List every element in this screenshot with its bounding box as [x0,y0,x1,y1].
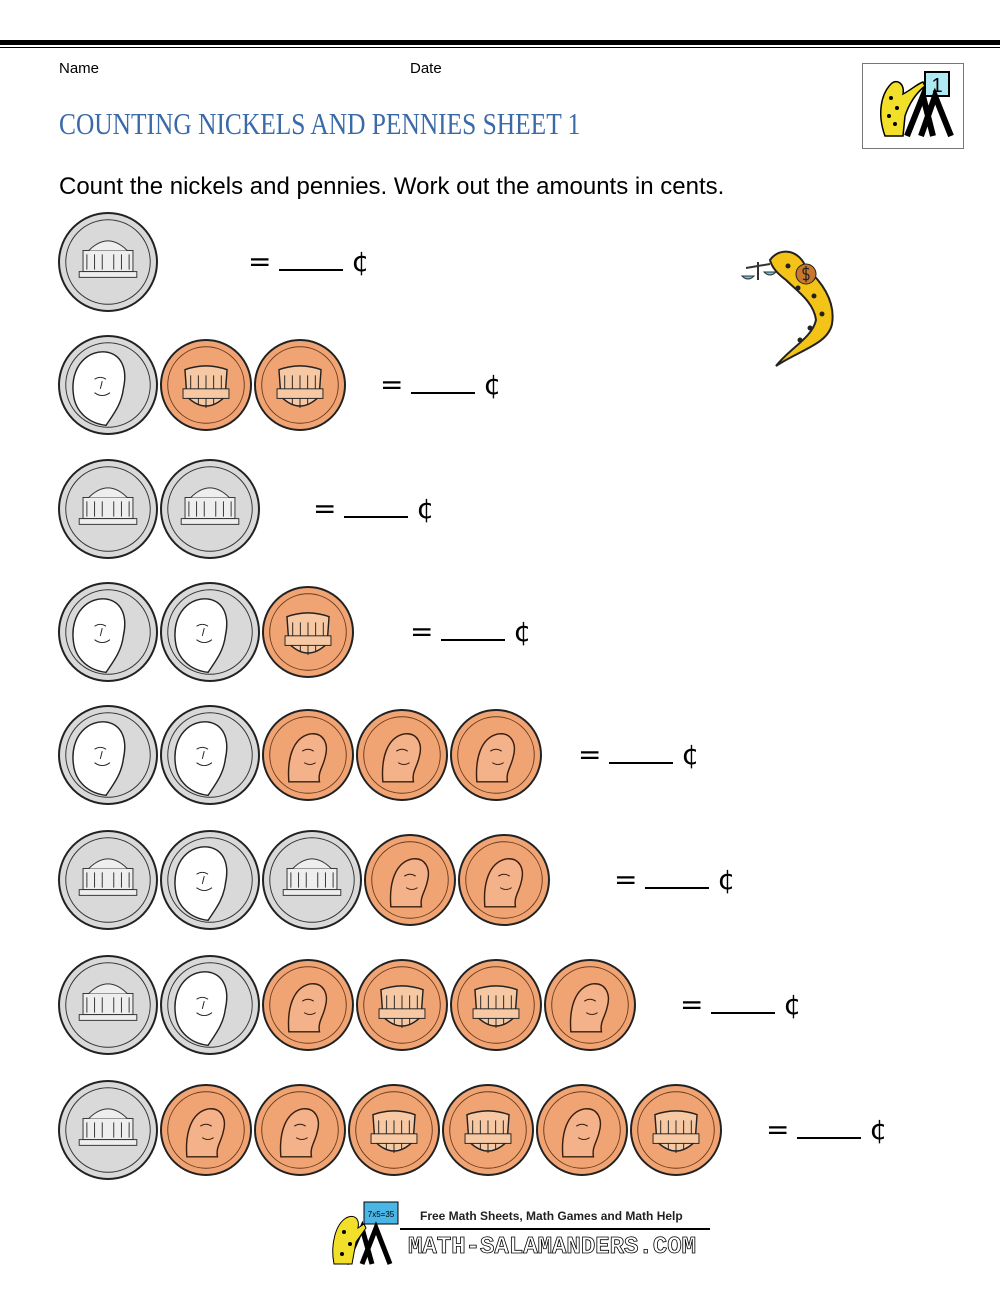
nickel-jefferson-coin [58,705,158,805]
equals-sign: = [248,245,272,278]
coin-group [58,1078,722,1182]
answer-blank[interactable] [441,617,506,641]
answer-blank[interactable] [411,370,476,394]
penny-shield-coin [160,339,252,431]
penny-shield-coin [630,1084,722,1176]
answer-field[interactable]: = ¢ [680,989,801,1021]
nickel-jefferson-coin [160,955,260,1055]
penny-lincoln-coin [536,1084,628,1176]
top-rule [0,40,1000,45]
name-label: Name [59,60,100,77]
cent-symbol: ¢ [717,863,736,896]
penny-lincoln-coin [458,834,550,926]
nickel-jefferson-coin [160,830,260,930]
nickel-monticello-coin [58,830,158,930]
penny-lincoln-coin [544,959,636,1051]
answer-field[interactable]: = ¢ [614,864,735,896]
nickel-jefferson-coin [58,335,158,435]
coin-group [58,457,260,561]
nickel-jefferson-coin [58,582,158,682]
coin-group [58,210,158,314]
answer-field[interactable]: = ¢ [313,493,434,525]
penny-lincoln-coin [450,709,542,801]
answer-blank[interactable] [797,1115,862,1139]
penny-shield-coin [356,959,448,1051]
nickel-monticello-coin [58,459,158,559]
penny-shield-coin [442,1084,534,1176]
cent-symbol: ¢ [483,368,502,401]
instructions: Count the nickels and pennies. Work out … [59,173,725,200]
nickel-jefferson-coin [160,582,260,682]
salamander-logo: 1 [862,63,964,149]
penny-shield-coin [348,1084,440,1176]
equals-sign: = [766,1113,790,1146]
penny-lincoln-coin [160,1084,252,1176]
answer-field[interactable]: = ¢ [578,739,699,771]
date-label: Date [410,60,442,77]
coin-group [58,828,550,932]
footer-rule [400,1228,710,1230]
cent-symbol: ¢ [681,738,700,771]
nickel-monticello-coin [58,955,158,1055]
top-rule-thin [0,47,1000,48]
answer-blank[interactable] [711,990,776,1014]
nickel-jefferson-coin [160,705,260,805]
penny-lincoln-coin [262,709,354,801]
footer-tagline: Free Math Sheets, Math Games and Math He… [420,1209,683,1223]
footer-logo: 7x5=35 Free Math Sheets, Math Games and … [326,1200,726,1270]
footer-board-text: 7x5=35 [368,1210,395,1219]
answer-blank[interactable] [609,740,674,764]
answer-field[interactable]: = ¢ [766,1114,887,1146]
coin-group [58,703,542,807]
answer-blank[interactable] [344,494,409,518]
answer-field[interactable]: = ¢ [380,369,501,401]
equals-sign: = [410,615,434,648]
coin-group [58,580,354,684]
penny-lincoln-coin [356,709,448,801]
penny-shield-coin [450,959,542,1051]
footer-site-name: MATH-SALAMANDERS.COM [408,1234,697,1262]
page-title: COUNTING NICKELS AND PENNIES SHEET 1 [59,106,581,141]
penny-lincoln-coin [254,1084,346,1176]
equals-sign: = [313,492,337,525]
equals-sign: = [680,988,704,1021]
nickel-monticello-coin [58,212,158,312]
equals-sign: = [380,368,404,401]
cent-symbol: ¢ [351,245,370,278]
answer-blank[interactable] [645,865,710,889]
answer-field[interactable]: = ¢ [410,616,531,648]
logo-number: 1 [931,75,942,97]
salamander-with-scales-illustration [740,240,845,375]
equals-sign: = [614,863,638,896]
footer-salamander-icon: 7x5=35 [332,1201,399,1266]
penny-lincoln-coin [262,959,354,1051]
cent-symbol: ¢ [869,1113,888,1146]
penny-lincoln-coin [364,834,456,926]
nickel-monticello-coin [58,1080,158,1180]
answer-blank[interactable] [279,247,344,271]
cent-symbol: ¢ [513,615,532,648]
equals-sign: = [578,738,602,771]
cent-symbol: ¢ [783,988,802,1021]
cent-symbol: ¢ [416,492,435,525]
penny-shield-coin [254,339,346,431]
coin-group [58,953,636,1057]
nickel-monticello-coin [160,459,260,559]
nickel-monticello-coin [262,830,362,930]
coin-group [58,333,346,437]
answer-field[interactable]: = ¢ [248,246,369,278]
penny-shield-coin [262,586,354,678]
